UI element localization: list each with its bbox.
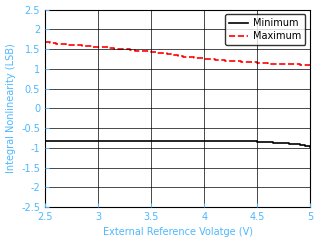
Minimum (303, 144, 307, 147)
Minimum (234, 140, 238, 143)
Legend: Minimum, Maximum: Minimum, Maximum (225, 14, 306, 45)
Maximum (123, 48, 127, 51)
Maximum (128, 49, 132, 52)
Minimum (101, 140, 105, 143)
Y-axis label: Integral Nonlinearity (LSB): Integral Nonlinearity (LSB) (5, 43, 16, 173)
X-axis label: External Reference Volatge (V): External Reference Volatge (V) (103, 227, 253, 237)
Line: Maximum: Maximum (45, 42, 310, 65)
Maximum (298, 63, 302, 66)
Minimum (43, 139, 47, 142)
Minimum (123, 140, 127, 143)
Line: Minimum: Minimum (45, 141, 310, 147)
Minimum (128, 140, 132, 143)
Maximum (234, 60, 238, 63)
Maximum (101, 46, 105, 49)
Maximum (43, 41, 47, 44)
Maximum (218, 59, 222, 61)
Maximum (308, 63, 312, 66)
Maximum (303, 63, 307, 66)
Minimum (308, 145, 312, 148)
Minimum (218, 140, 222, 143)
